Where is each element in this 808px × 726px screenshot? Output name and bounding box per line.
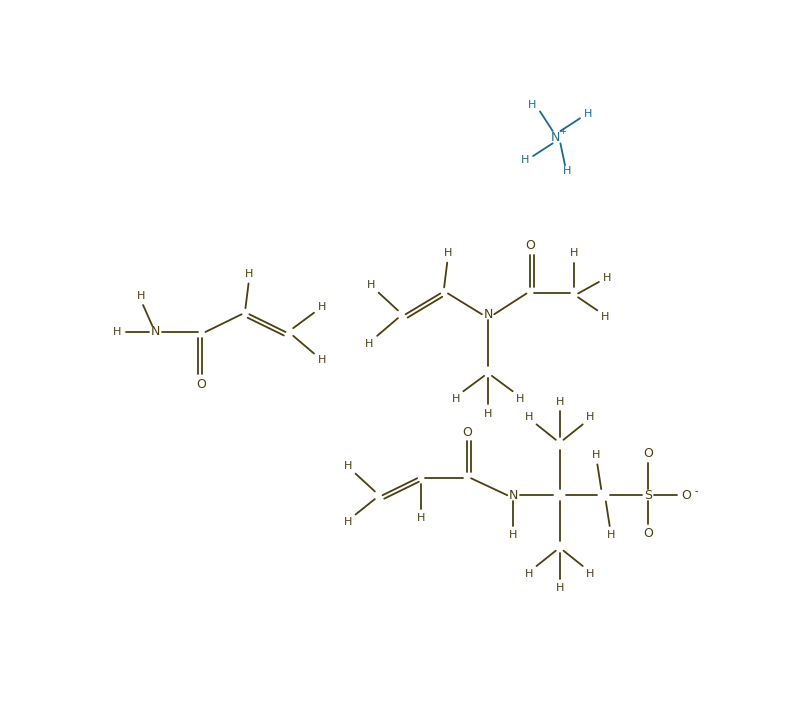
Text: N: N [551,131,561,144]
Text: H: H [343,461,352,471]
Text: H: H [137,291,145,301]
Text: H: H [555,397,564,407]
Text: H: H [343,517,352,527]
Text: H: H [318,355,326,364]
Text: -: - [694,486,697,497]
Text: H: H [318,302,326,312]
Text: H: H [555,584,564,593]
Text: O: O [643,447,653,460]
Text: H: H [516,394,524,404]
Text: H: H [563,166,571,176]
Text: N: N [509,489,518,502]
Text: H: H [587,412,595,422]
Text: O: O [196,378,207,391]
Text: H: H [524,568,533,579]
Text: H: H [112,327,121,337]
Text: +: + [559,127,566,136]
Text: H: H [245,269,254,280]
Text: H: H [417,513,425,523]
Text: N: N [151,325,160,338]
Text: H: H [367,280,375,290]
Text: H: H [587,568,595,579]
Text: O: O [462,425,472,439]
Text: H: H [524,412,533,422]
Text: O: O [643,527,653,540]
Text: H: H [509,530,518,540]
Text: H: H [607,530,616,540]
Text: N: N [483,308,493,321]
Text: H: H [484,409,492,419]
Text: H: H [583,110,592,120]
Text: H: H [601,311,609,322]
Text: H: H [570,248,579,258]
Text: S: S [644,489,652,502]
Text: H: H [591,450,600,460]
Text: H: H [365,338,373,348]
Text: H: H [528,100,537,110]
Text: H: H [452,394,460,404]
Text: O: O [525,240,536,252]
Text: O: O [682,489,692,502]
Text: H: H [521,155,529,165]
Text: H: H [444,248,452,258]
Text: H: H [604,273,612,283]
